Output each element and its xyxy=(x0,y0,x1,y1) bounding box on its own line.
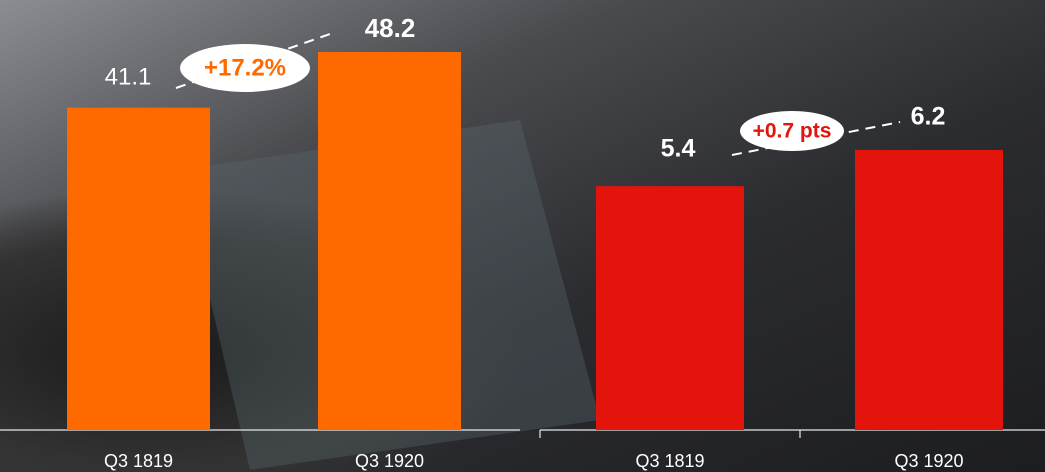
bar xyxy=(318,52,461,430)
change-badge xyxy=(180,44,310,92)
data-label: 5.4 xyxy=(661,135,696,163)
bar xyxy=(855,150,1003,430)
bar xyxy=(67,107,210,431)
x-tick-label: Q3 1819 xyxy=(635,451,704,471)
x-tick-label: Q3 1920 xyxy=(355,451,424,471)
x-tick-label: Q3 1819 xyxy=(104,451,173,471)
data-label: 41.1 xyxy=(105,63,152,90)
x-tick-label: Q3 1920 xyxy=(894,451,963,471)
change-annotation: +0.7 pts xyxy=(753,120,832,143)
change-annotation: +17.2% xyxy=(204,54,286,81)
change-badge xyxy=(740,111,844,151)
data-label: 48.2 xyxy=(365,13,416,43)
bar xyxy=(596,186,744,430)
data-label: 6.2 xyxy=(911,103,946,131)
